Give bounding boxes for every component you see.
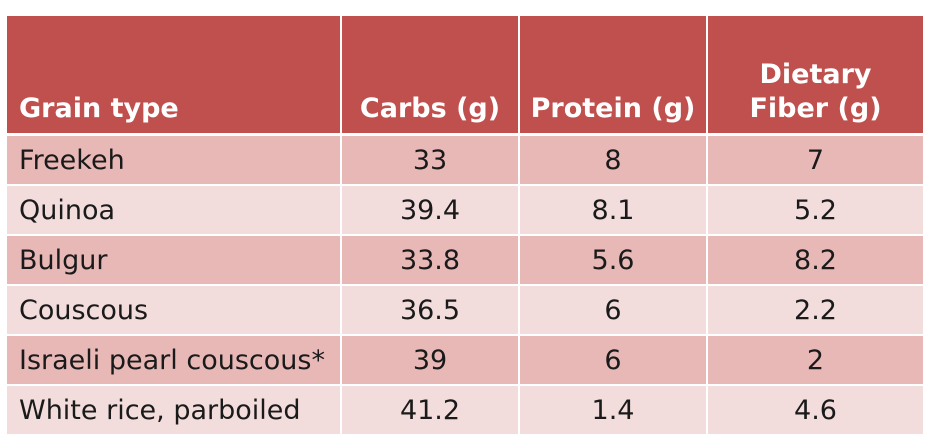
carbs-cell: 41.2 bbox=[340, 384, 519, 434]
header-row: Grain type Carbs (g) Protein (g) Dietary… bbox=[7, 16, 923, 136]
grain-name-cell: Bulgur bbox=[7, 234, 341, 285]
table-row: Bulgur 33.8 5.6 8.2 bbox=[7, 234, 923, 285]
fiber-cell: 8.2 bbox=[706, 234, 923, 285]
protein-cell: 1.4 bbox=[518, 384, 707, 434]
header-dietary-fiber-line2: Fiber (g) bbox=[749, 93, 882, 125]
grain-name-cell: Couscous bbox=[7, 284, 341, 335]
grain-name-cell: Freekeh bbox=[7, 133, 341, 185]
header-carbs: Carbs (g) bbox=[340, 16, 519, 136]
table-row: Israeli pearl couscous* 39 6 2 bbox=[7, 334, 923, 385]
table-row: Freekeh 33 8 7 bbox=[7, 133, 923, 185]
protein-cell: 6 bbox=[518, 284, 707, 335]
header-dietary-fiber: Dietary Fiber (g) bbox=[706, 16, 923, 136]
header-protein: Protein (g) bbox=[518, 16, 707, 136]
grain-nutrition-table: Grain type Carbs (g) Protein (g) Dietary… bbox=[7, 16, 923, 434]
grain-name-cell: Israeli pearl couscous* bbox=[7, 334, 341, 385]
fiber-cell: 5.2 bbox=[706, 184, 923, 235]
table-row: Couscous 36.5 6 2.2 bbox=[7, 284, 923, 335]
carbs-cell: 36.5 bbox=[340, 284, 519, 335]
protein-cell: 5.6 bbox=[518, 234, 707, 285]
table-row: Quinoa 39.4 8.1 5.2 bbox=[7, 184, 923, 235]
carbs-cell: 39 bbox=[340, 334, 519, 385]
grain-name-cell: White rice, parboiled bbox=[7, 384, 341, 434]
grain-name-cell: Quinoa bbox=[7, 184, 341, 235]
fiber-cell: 4.6 bbox=[706, 384, 923, 434]
fiber-cell: 2 bbox=[706, 334, 923, 385]
protein-cell: 8.1 bbox=[518, 184, 707, 235]
carbs-cell: 33 bbox=[340, 133, 519, 185]
fiber-cell: 7 bbox=[706, 133, 923, 185]
carbs-cell: 39.4 bbox=[340, 184, 519, 235]
protein-cell: 6 bbox=[518, 334, 707, 385]
header-grain-type: Grain type bbox=[7, 16, 341, 136]
table-row: White rice, parboiled 41.2 1.4 4.6 bbox=[7, 384, 923, 434]
fiber-cell: 2.2 bbox=[706, 284, 923, 335]
protein-cell: 8 bbox=[518, 133, 707, 185]
header-dietary-fiber-line1: Dietary bbox=[759, 58, 872, 90]
carbs-cell: 33.8 bbox=[340, 234, 519, 285]
